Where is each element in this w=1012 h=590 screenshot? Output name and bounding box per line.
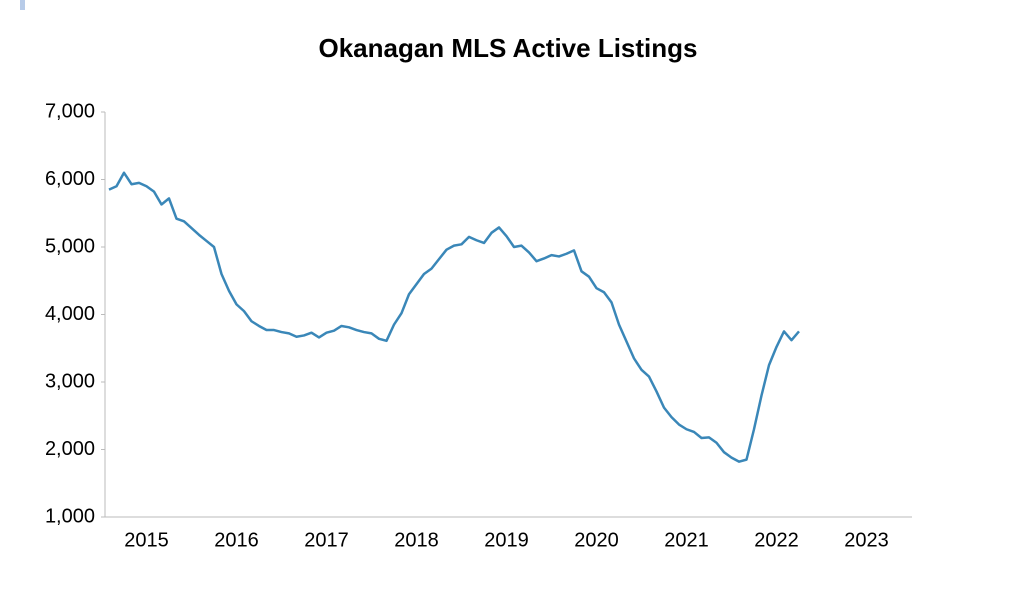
y-tick-label: 6,000 <box>45 168 95 190</box>
y-tick-label: 1,000 <box>45 505 95 527</box>
x-tick-label: 2020 <box>574 529 619 551</box>
y-tick-label: 3,000 <box>45 370 95 392</box>
x-tick-label: 2022 <box>754 529 799 551</box>
data-line <box>108 171 800 463</box>
y-tick-label: 7,000 <box>45 100 95 122</box>
x-tick-label: 2021 <box>664 529 709 551</box>
x-tick-label: 2019 <box>484 529 529 551</box>
x-tick-label: 2016 <box>214 529 259 551</box>
x-tick-label: 2017 <box>304 529 349 551</box>
x-tick-label: 2023 <box>844 529 889 551</box>
y-tick-label: 2,000 <box>45 438 95 460</box>
chart-title: Okanagan MLS Active Listings <box>318 33 697 63</box>
y-tick-label: 4,000 <box>45 303 95 325</box>
x-tick-label: 2018 <box>394 529 439 551</box>
y-tick-label: 5,000 <box>45 235 95 257</box>
x-tick-label: 2015 <box>124 529 169 551</box>
corner-mark <box>20 0 25 10</box>
